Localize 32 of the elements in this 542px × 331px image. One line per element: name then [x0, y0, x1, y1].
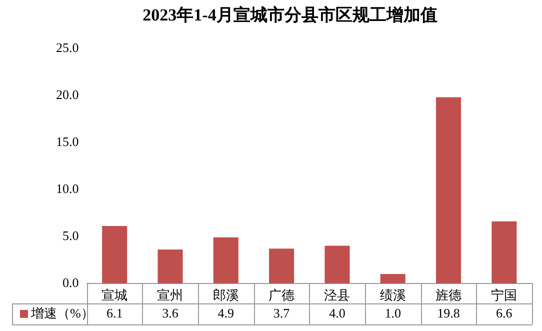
bar — [158, 250, 183, 284]
x-tick-label: 绩溪 — [380, 288, 406, 303]
y-tick-label: 5.0 — [62, 228, 79, 243]
y-tick-label: 25.0 — [56, 40, 79, 55]
data-label: 3.7 — [273, 305, 290, 320]
data-label: 6.6 — [496, 305, 513, 320]
bar — [102, 226, 128, 284]
bar — [380, 274, 406, 284]
data-label: 4.0 — [329, 305, 346, 320]
data-label: 4.9 — [218, 305, 234, 320]
y-tick-label: 15.0 — [56, 134, 79, 149]
x-tick-label: 郎溪 — [212, 288, 239, 303]
x-tick-label: 旌德 — [436, 288, 462, 303]
x-tick-label: 宣州 — [157, 288, 184, 303]
bar — [492, 221, 517, 284]
bar — [324, 246, 350, 284]
bar — [213, 237, 238, 284]
data-label: 19.8 — [437, 305, 460, 320]
data-label: 3.6 — [162, 305, 179, 320]
legend-label: 增速（%） — [30, 305, 94, 320]
y-tick-label: 0.0 — [62, 274, 79, 290]
y-tick-label: 20.0 — [56, 86, 79, 102]
x-tick-label: 宁国 — [491, 288, 518, 303]
bar — [436, 97, 462, 284]
x-tick-label: 广德 — [268, 288, 295, 303]
y-tick-label: 10.0 — [56, 180, 79, 196]
bar — [269, 248, 294, 284]
x-tick-label: 宣城 — [102, 288, 128, 303]
chart-title: 2023年1-4月宣城市分县市区规工增加值 — [142, 6, 438, 25]
x-tick-label: 泾县 — [324, 288, 350, 303]
data-label: 6.1 — [106, 305, 123, 320]
data-label: 1.0 — [384, 305, 401, 320]
